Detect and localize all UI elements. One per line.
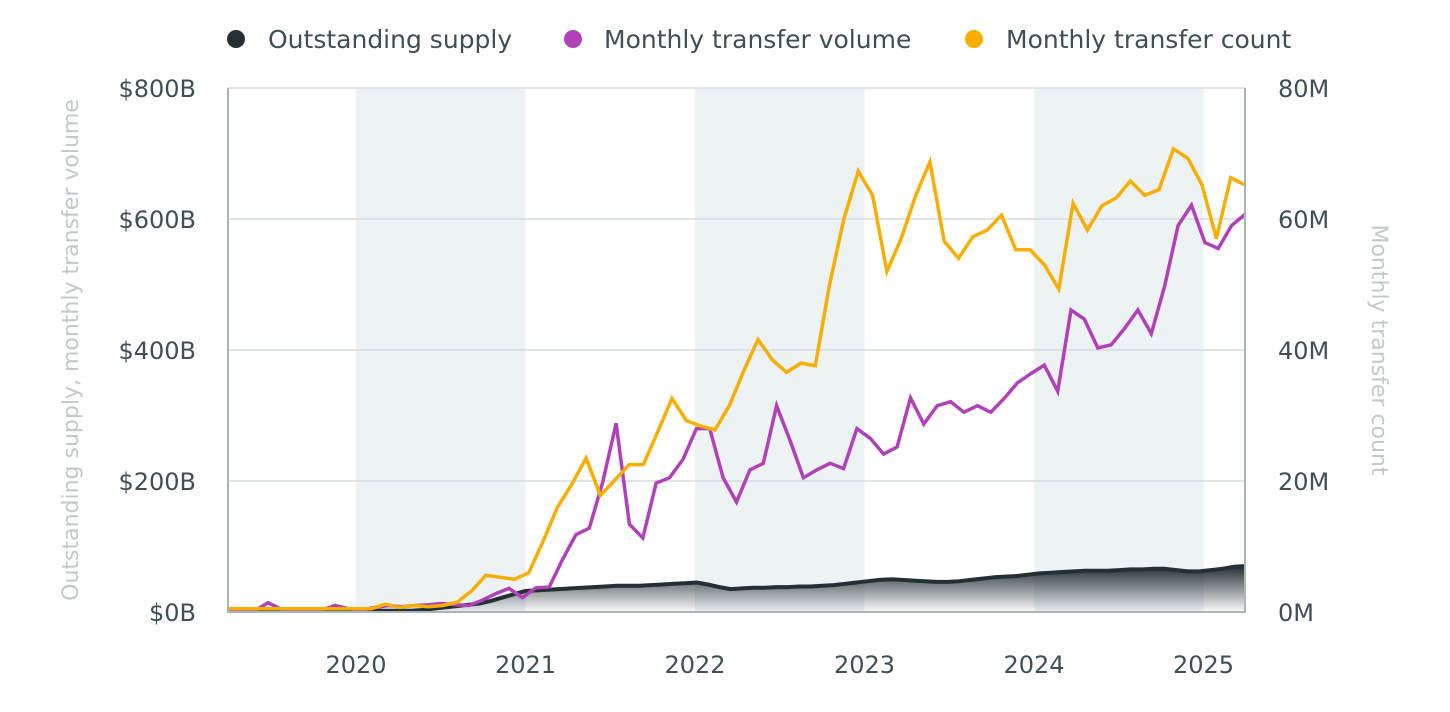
series-line-monthly-transfer-count: [228, 146, 1245, 611]
x-tick-labels: 2020 2021 2022 2023 2024 2025: [325, 651, 1234, 679]
y-left-axis-title: Outstanding supply, monthly transfer vol…: [59, 99, 84, 601]
x-tick-label: 2022: [664, 651, 725, 679]
x-tick-label: 2025: [1173, 651, 1234, 679]
x-tick-label: 2023: [834, 651, 895, 679]
y-left-tick-labels: $0B $200B $400B $600B $800B: [118, 75, 196, 627]
y-left-tick-label: $400B: [118, 337, 196, 365]
x-tick-label: 2020: [325, 651, 386, 679]
gridlines: [228, 87, 1245, 482]
y-left-tick-label: $200B: [118, 468, 196, 496]
legend-item-monthly-transfer-volume[interactable]: Monthly transfer volume: [564, 25, 911, 54]
y-right-axis-title: Monthly transfer count: [1366, 224, 1391, 475]
y-left-tick-label: $800B: [118, 75, 196, 103]
legend-marker-monthly-transfer-count: [965, 30, 983, 48]
legend-item-outstanding-supply[interactable]: Outstanding supply: [227, 25, 512, 54]
legend-label-monthly-transfer-count: Monthly transfer count: [1006, 25, 1291, 54]
y-right-tick-label: 40M: [1278, 337, 1329, 365]
y-left-tick-label: $600B: [118, 206, 196, 234]
legend-label-monthly-transfer-volume: Monthly transfer volume: [604, 25, 911, 54]
x-tick-label: 2021: [495, 651, 556, 679]
y-right-tick-labels: 0M 20M 40M 60M 80M: [1278, 75, 1329, 627]
legend: Outstanding supply Monthly transfer volu…: [227, 25, 1291, 54]
y-right-tick-label: 80M: [1278, 75, 1329, 103]
y-right-tick-label: 20M: [1278, 468, 1329, 496]
y-right-tick-label: 60M: [1278, 206, 1329, 234]
legend-marker-outstanding-supply: [227, 30, 245, 48]
legend-item-monthly-transfer-count[interactable]: Monthly transfer count: [965, 25, 1291, 54]
x-tick-label: 2024: [1003, 651, 1064, 679]
legend-marker-monthly-transfer-volume: [564, 30, 582, 48]
series-line-outstanding-supply: [228, 564, 1245, 612]
y-left-tick-label: $0B: [149, 599, 196, 627]
legend-label-outstanding-supply: Outstanding supply: [268, 25, 512, 54]
y-right-tick-label: 0M: [1278, 599, 1314, 627]
